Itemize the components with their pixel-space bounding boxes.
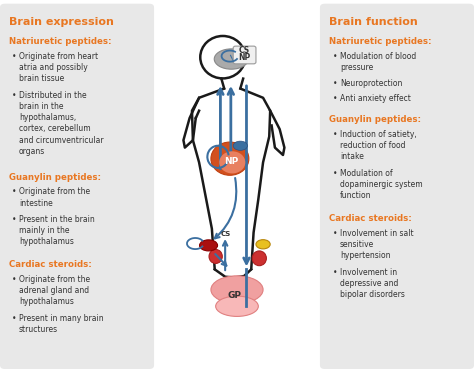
Text: •: • — [333, 130, 337, 138]
Text: Induction of satiety,
reduction of food
intake: Induction of satiety, reduction of food … — [340, 130, 417, 161]
Text: Distributed in the
brain in the
hypothalamus,
cortex, cerebellum
and circumventr: Distributed in the brain in the hypothal… — [19, 91, 104, 156]
Text: Originate from the
intestine: Originate from the intestine — [19, 187, 90, 207]
FancyBboxPatch shape — [320, 4, 474, 369]
FancyBboxPatch shape — [233, 46, 256, 64]
Text: GP: GP — [228, 291, 242, 300]
Text: •: • — [333, 94, 337, 103]
Ellipse shape — [252, 251, 266, 266]
Text: •: • — [333, 169, 337, 178]
Ellipse shape — [256, 240, 270, 249]
Ellipse shape — [219, 151, 246, 173]
Text: •: • — [333, 52, 337, 61]
Text: Anti anxiety effect: Anti anxiety effect — [340, 94, 411, 103]
Text: Neuroprotection: Neuroprotection — [340, 79, 402, 88]
Text: Brain function: Brain function — [329, 17, 418, 27]
Text: Modulation of blood
pressure: Modulation of blood pressure — [340, 52, 416, 72]
Text: •: • — [12, 91, 17, 100]
Ellipse shape — [214, 49, 248, 69]
Text: Cardiac steroids:: Cardiac steroids: — [329, 214, 412, 223]
Text: •: • — [333, 268, 337, 277]
Ellipse shape — [211, 276, 263, 303]
Text: •: • — [333, 229, 337, 238]
Ellipse shape — [211, 142, 249, 175]
Ellipse shape — [233, 141, 247, 151]
Text: Guanylin peptides:: Guanylin peptides: — [329, 115, 421, 124]
Text: Guanylin peptides:: Guanylin peptides: — [9, 173, 100, 182]
Text: •: • — [12, 314, 17, 323]
Text: Modulation of
dopaminergic system
function: Modulation of dopaminergic system functi… — [340, 169, 422, 200]
Text: Involvement in salt
sensitive
hypertension: Involvement in salt sensitive hypertensi… — [340, 229, 413, 260]
Text: NP: NP — [238, 53, 251, 62]
Text: CS: CS — [220, 231, 231, 237]
Text: •: • — [333, 79, 337, 88]
Text: •: • — [12, 215, 17, 224]
Ellipse shape — [200, 240, 218, 251]
Text: NP: NP — [224, 157, 238, 166]
Text: Brain expression: Brain expression — [9, 17, 113, 27]
Ellipse shape — [216, 296, 258, 317]
Text: Present in the brain
mainly in the
hypothalamus: Present in the brain mainly in the hypot… — [19, 215, 95, 246]
Text: •: • — [12, 52, 17, 61]
Text: Present in many brain
structures: Present in many brain structures — [19, 314, 104, 334]
Text: •: • — [12, 275, 17, 283]
Text: Involvement in
depressive and
bipolar disorders: Involvement in depressive and bipolar di… — [340, 268, 405, 300]
FancyBboxPatch shape — [0, 4, 154, 369]
Text: Originate from heart
atria and possibly
brain tissue: Originate from heart atria and possibly … — [19, 52, 98, 83]
Text: Originate from the
adrenal gland and
hypothalamus: Originate from the adrenal gland and hyp… — [19, 275, 90, 306]
Text: CS: CS — [239, 46, 250, 55]
Text: Natriuretic peptides:: Natriuretic peptides: — [9, 37, 111, 46]
Text: Cardiac steroids:: Cardiac steroids: — [9, 260, 91, 269]
Ellipse shape — [209, 249, 222, 263]
Text: •: • — [12, 187, 17, 196]
Text: Natriuretic peptides:: Natriuretic peptides: — [329, 37, 432, 46]
